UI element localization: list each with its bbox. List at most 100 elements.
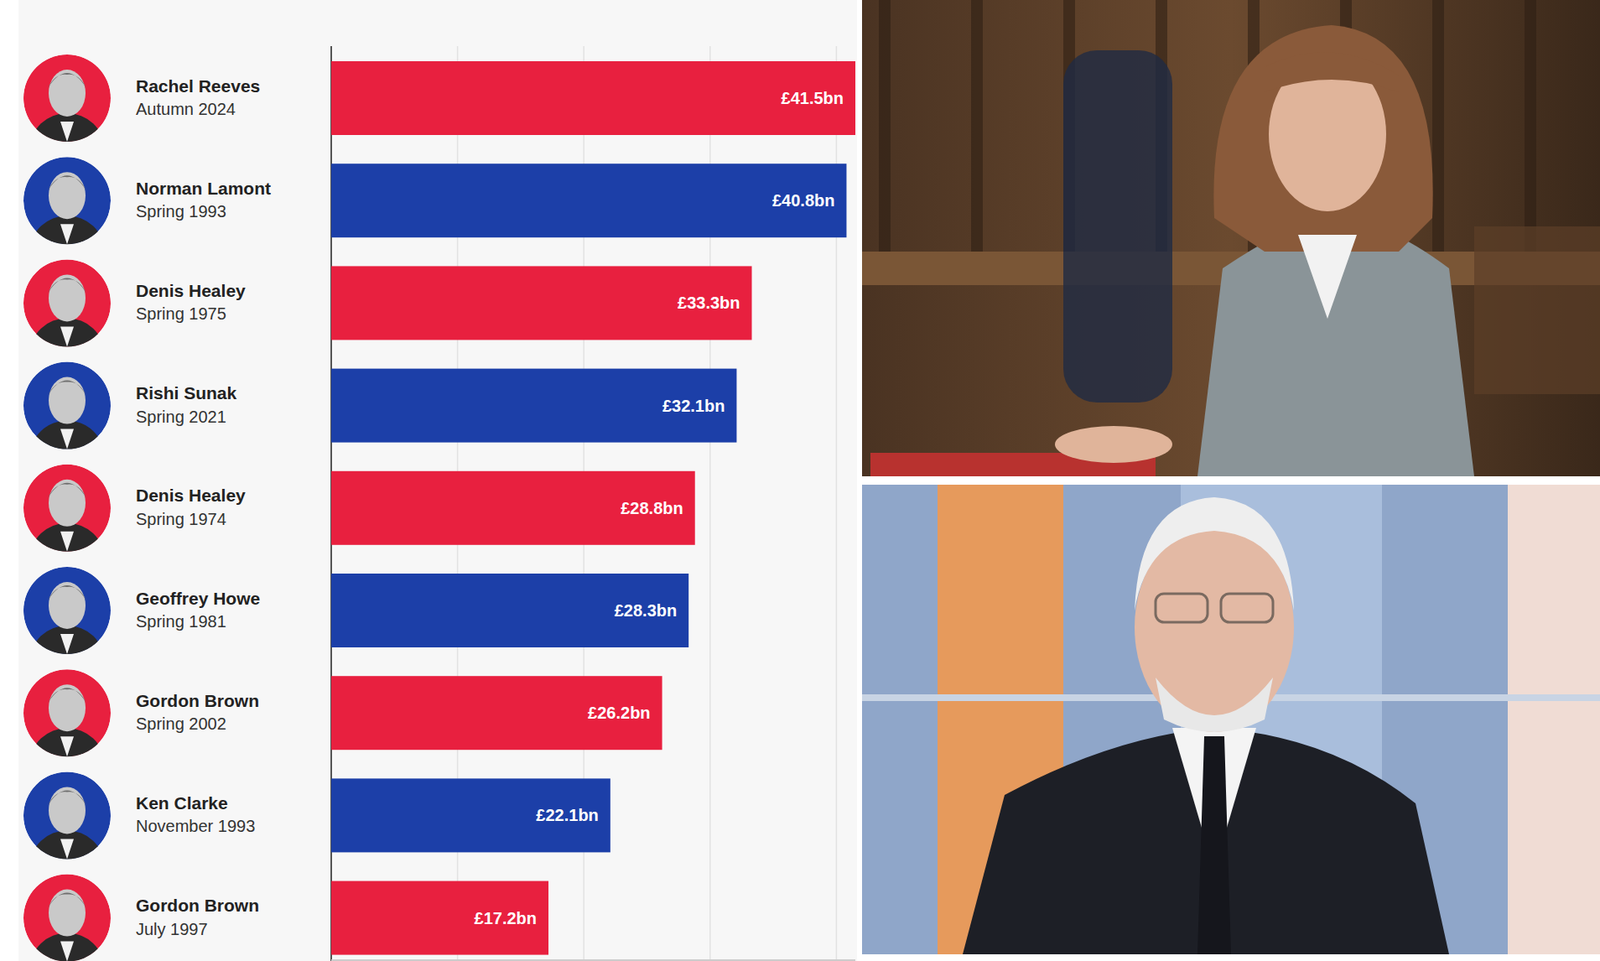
beard: [1155, 677, 1273, 733]
data-labels: £41.5bn £40.8bn £33.3bn £32.1bn £28.8bn £28.3…: [474, 88, 844, 928]
bar: [331, 368, 737, 443]
background: [0, 0, 1600, 961]
data-label: £32.1bn: [662, 396, 725, 416]
bar: [331, 573, 689, 648]
studio-bg: [862, 484, 1600, 955]
category-name: Rishi Sunak: [135, 383, 238, 403]
category-name: Denis Healey: [135, 485, 246, 505]
portrait-shirt: [60, 838, 74, 859]
bar: [331, 675, 663, 750]
portrait-ring: [23, 156, 111, 245]
category-name: Ken Clarke: [135, 793, 229, 813]
bar: [331, 61, 856, 136]
portrait-hair: [47, 585, 87, 601]
bar: [331, 778, 611, 852]
x-range-line: [331, 959, 856, 961]
category-date: Spring 1993: [135, 202, 227, 221]
category-name: Rachel Reeves: [135, 76, 260, 96]
category-name: Geoffrey Howe: [135, 588, 260, 608]
portrait-shirt: [60, 633, 74, 655]
portrait: [23, 874, 111, 961]
category-name: Denis Healey: [135, 280, 246, 301]
category-date: Spring 2002: [135, 714, 227, 733]
category-name: Gordon Brown: [135, 690, 260, 711]
portrait-hair: [47, 893, 87, 909]
glasses: [1220, 593, 1273, 623]
portrait-shirt: [60, 121, 74, 142]
category-date: July 1997: [135, 919, 208, 939]
category-labels: Rachel Reeves Autumn 2024 Norman Lamont Spr…: [23, 54, 271, 961]
studio-stairs: [1507, 484, 1600, 955]
hair: [1213, 25, 1433, 252]
blouse: [1298, 234, 1357, 319]
page-root: £41.5bn £40.8bn £33.3bn £32.1bn £28.8bn £28.3…: [0, 0, 1600, 961]
portrait-ring: [23, 566, 111, 655]
photo-footer: [862, 954, 1600, 961]
data-label: £17.2bn: [474, 909, 537, 928]
data-label: £28.3bn: [614, 601, 677, 620]
portrait-shirt: [60, 223, 74, 245]
portrait-ring: [23, 259, 111, 347]
hands: [1054, 425, 1173, 463]
jacket: [1197, 218, 1475, 477]
fringe: [1264, 51, 1399, 93]
suit: [962, 727, 1450, 955]
portrait-ring: [23, 771, 111, 859]
portrait-face: [48, 377, 86, 425]
portrait-hair: [47, 72, 87, 89]
portrait-face: [48, 274, 86, 322]
bar: [331, 265, 753, 340]
portrait-shirt: [60, 531, 74, 552]
bar: [331, 163, 847, 238]
portrait-hair: [47, 380, 87, 396]
data-label: £41.5bn: [781, 88, 844, 108]
portrait-hair: [47, 789, 87, 806]
chart-panel: [18, 0, 858, 961]
category-date: Spring 1981: [135, 612, 227, 631]
category-date: Spring 1974: [135, 509, 227, 529]
wood-panel: [971, 0, 983, 252]
category-name: Norman Lamont: [135, 178, 271, 198]
portrait-hair: [47, 483, 87, 499]
bars: [331, 61, 856, 956]
bar: [331, 471, 696, 546]
portrait-face: [48, 171, 86, 219]
data-label: £33.3bn: [677, 293, 740, 312]
portrait-face: [48, 581, 86, 629]
canvas: £41.5bn £40.8bn £33.3bn £32.1bn £28.8bn £28.3…: [0, 0, 1600, 961]
portrait-hair: [47, 687, 87, 703]
portrait-shirt: [60, 326, 74, 347]
glasses: [1155, 593, 1208, 623]
portrait-ring: [23, 874, 111, 961]
portrait-hair: [47, 175, 87, 191]
tie: [1197, 736, 1232, 955]
data-label: £22.1bn: [535, 805, 598, 825]
portrait-ring: [23, 669, 111, 757]
wood-panel: [1432, 0, 1445, 252]
portrait-ring: [23, 54, 111, 142]
data-label: £40.8bn: [772, 191, 835, 210]
hair: [1134, 497, 1294, 611]
wood-panel: [878, 0, 891, 252]
portrait-face: [48, 69, 86, 117]
wood-panel: [1524, 0, 1537, 252]
portrait-ring: [23, 362, 111, 450]
portrait-face: [48, 684, 86, 732]
category-date: Autumn 2024: [135, 99, 236, 119]
data-label: £28.8bn: [620, 498, 683, 518]
photo-bg: [862, 0, 1600, 477]
data-label: £26.2bn: [587, 703, 650, 723]
portrait-hair: [47, 277, 87, 293]
category-name: Gordon Brown: [135, 895, 260, 915]
portrait-shirt: [60, 736, 74, 757]
photo-bottom: [862, 484, 1600, 955]
portrait-shirt: [60, 941, 74, 961]
category-date: November 1993: [135, 816, 255, 836]
portrait-face: [48, 889, 86, 937]
category-date: Spring 1975: [135, 304, 227, 323]
portrait-face: [48, 786, 86, 834]
bench: [1474, 226, 1600, 395]
bar: [331, 881, 549, 956]
portrait-shirt: [60, 429, 74, 450]
photo-top: [862, 0, 1600, 477]
